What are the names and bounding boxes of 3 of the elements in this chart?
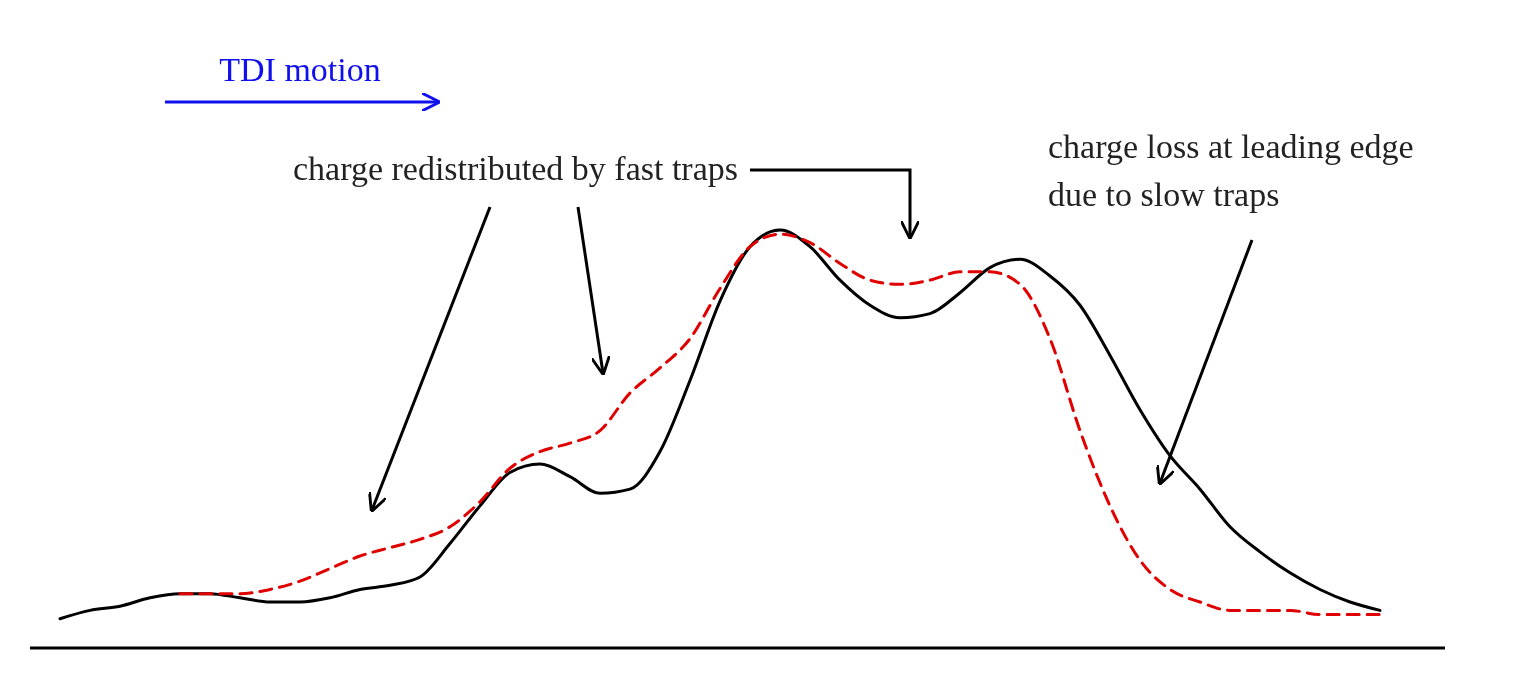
text: charge redistributed by fast traps	[293, 150, 739, 187]
text: charge loss at leading edge due to slow traps	[1048, 128, 1414, 213]
text: TDI motion	[219, 51, 381, 88]
